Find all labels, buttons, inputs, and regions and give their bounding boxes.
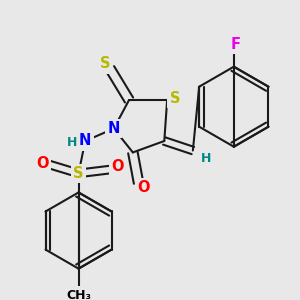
Text: N: N: [79, 134, 92, 148]
Text: F: F: [231, 37, 241, 52]
Text: S: S: [73, 166, 84, 181]
Text: S: S: [100, 56, 110, 71]
Text: O: O: [137, 180, 150, 195]
Text: N: N: [108, 121, 120, 136]
Text: O: O: [111, 159, 124, 174]
Text: S: S: [169, 91, 180, 106]
Text: O: O: [36, 156, 49, 171]
Text: CH₃: CH₃: [66, 289, 91, 300]
Text: H: H: [201, 152, 211, 165]
Text: H: H: [67, 136, 77, 149]
